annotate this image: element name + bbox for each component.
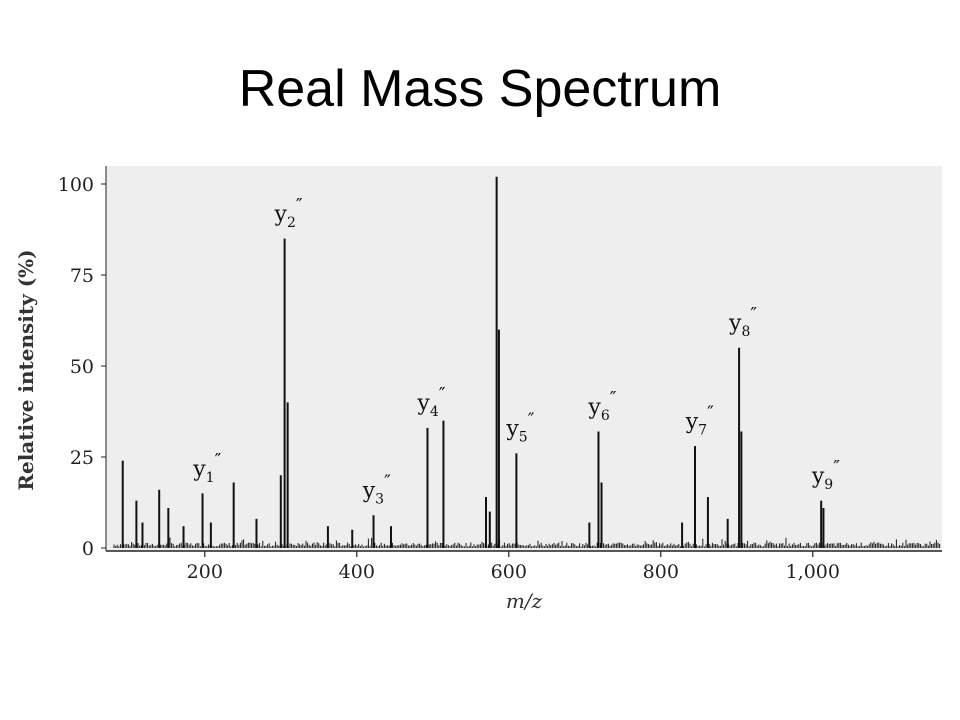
x-tick-label: 200 <box>187 561 223 583</box>
x-tick-label: 1,000 <box>786 561 840 583</box>
peak-label: y2″ <box>274 195 303 231</box>
peak-label: y1″ <box>192 450 221 486</box>
baseline-noise <box>113 537 941 548</box>
x-axis-title: m/z <box>506 589 543 613</box>
y-tick-label: 50 <box>70 356 94 378</box>
page-title: Real Mass Spectrum <box>238 60 722 118</box>
y-tick-label: 25 <box>70 447 94 469</box>
x-tick-label: 400 <box>339 561 375 583</box>
peak-label: y6″ <box>587 388 616 424</box>
peak-label: y7″ <box>685 402 714 438</box>
axes: 200 400 600 800 1,000 0 25 50 75 100 <box>58 166 942 583</box>
peak-label: y5″ <box>505 410 534 446</box>
noise-path <box>113 537 941 548</box>
peak-labels: y1″ y2″ y3″ y4″ y5″ y6″ y7″ y8″ y9″ <box>192 195 840 508</box>
plot-background <box>106 166 942 551</box>
peak-label: y3″ <box>362 472 391 508</box>
peak-label: y8″ <box>728 304 757 340</box>
y-axis-title: Relative intensity (%) <box>14 249 38 490</box>
y-tick-label: 0 <box>82 538 94 560</box>
peak-label: y4″ <box>416 384 445 420</box>
x-tick-label: 800 <box>643 561 679 583</box>
y-tick-label: 100 <box>58 174 94 196</box>
y-tick-label: 75 <box>70 265 94 287</box>
peaks <box>121 176 825 548</box>
x-tick-label: 600 <box>491 561 527 583</box>
peak-label: y9″ <box>811 457 840 493</box>
